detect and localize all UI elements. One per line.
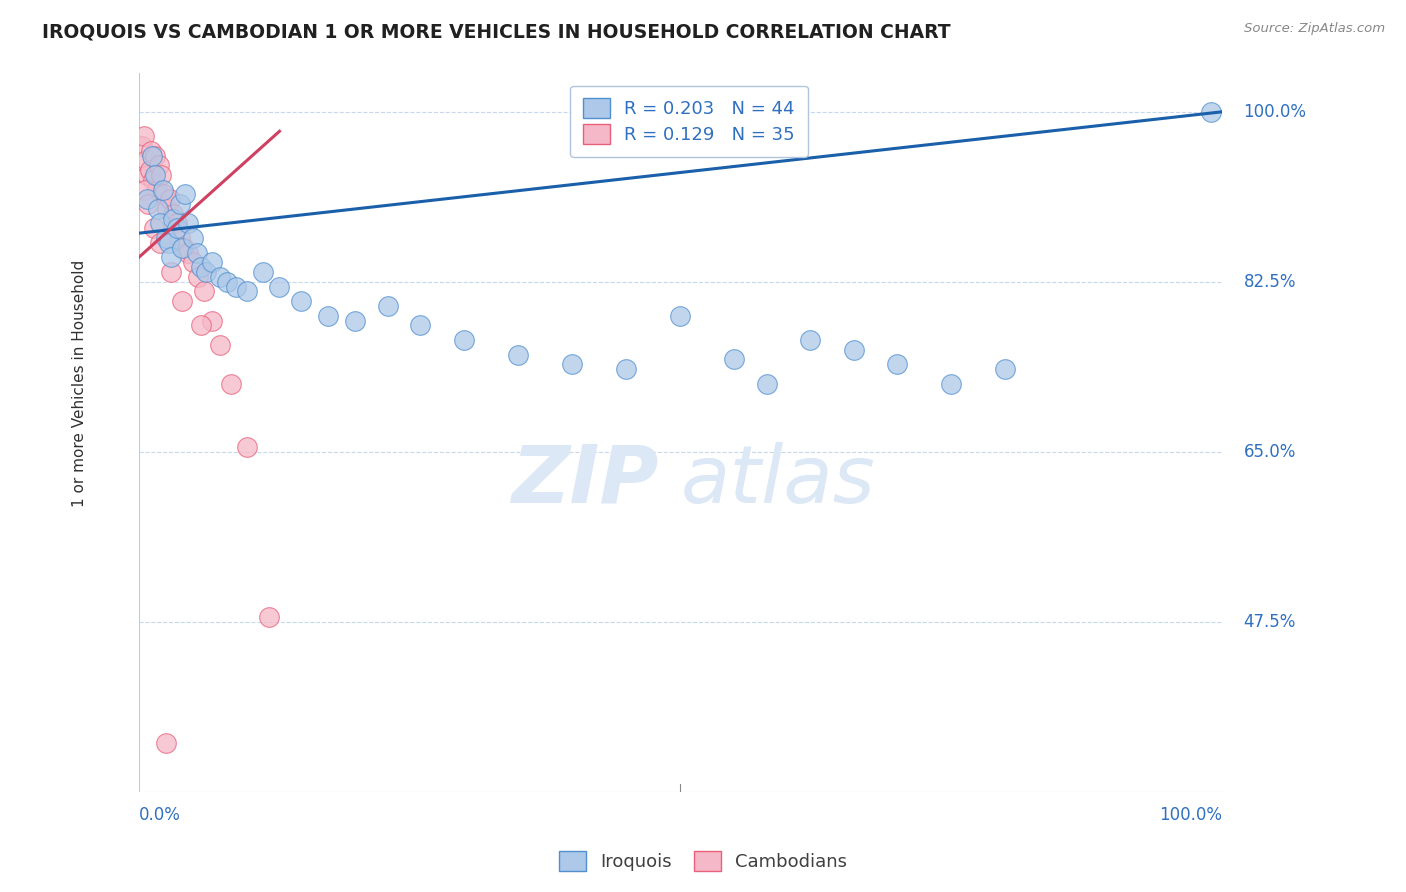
Point bbox=[146, 182, 169, 196]
Point bbox=[170, 294, 193, 309]
Point bbox=[186, 245, 208, 260]
Point bbox=[152, 187, 174, 202]
Point bbox=[316, 309, 339, 323]
Point bbox=[142, 221, 165, 235]
Point bbox=[269, 279, 291, 293]
Point bbox=[201, 255, 224, 269]
Point bbox=[344, 313, 367, 327]
Point bbox=[193, 285, 215, 299]
Point bbox=[162, 211, 184, 226]
Point bbox=[290, 294, 312, 309]
Point bbox=[169, 197, 191, 211]
Point bbox=[150, 168, 173, 182]
Point bbox=[377, 299, 399, 313]
Point bbox=[939, 376, 962, 391]
Point bbox=[994, 362, 1017, 376]
Point bbox=[156, 202, 179, 216]
Point bbox=[252, 265, 274, 279]
Point bbox=[166, 217, 188, 231]
Point bbox=[138, 197, 160, 211]
Point bbox=[219, 376, 242, 391]
Point bbox=[134, 182, 156, 196]
Point bbox=[139, 144, 162, 158]
Point bbox=[177, 245, 200, 260]
Point bbox=[257, 609, 280, 624]
Point bbox=[842, 343, 865, 357]
Text: ZIP: ZIP bbox=[512, 442, 658, 520]
Point bbox=[181, 255, 204, 269]
Point bbox=[159, 192, 181, 206]
Point bbox=[453, 333, 475, 347]
Point bbox=[131, 138, 153, 153]
Point bbox=[194, 265, 217, 279]
Point bbox=[149, 217, 172, 231]
Point bbox=[506, 348, 529, 362]
Point bbox=[141, 148, 163, 162]
Point bbox=[217, 275, 239, 289]
Point bbox=[152, 182, 174, 196]
Text: atlas: atlas bbox=[681, 442, 875, 520]
Text: 82.5%: 82.5% bbox=[1243, 273, 1296, 291]
Point bbox=[190, 260, 212, 275]
Point bbox=[143, 168, 166, 182]
Point bbox=[174, 187, 197, 202]
Point bbox=[190, 318, 212, 333]
Point bbox=[160, 251, 183, 265]
Point bbox=[162, 207, 184, 221]
Point bbox=[155, 736, 177, 750]
Text: 47.5%: 47.5% bbox=[1243, 613, 1296, 631]
Point bbox=[236, 440, 259, 454]
Point bbox=[181, 231, 204, 245]
Point bbox=[886, 357, 908, 371]
Point bbox=[136, 168, 159, 182]
Point bbox=[201, 313, 224, 327]
Point bbox=[143, 148, 166, 162]
Point bbox=[149, 235, 172, 250]
Point bbox=[132, 129, 155, 144]
Point bbox=[173, 241, 195, 255]
Point bbox=[409, 318, 432, 333]
Text: 65.0%: 65.0% bbox=[1243, 442, 1296, 460]
Point bbox=[169, 231, 191, 245]
Point bbox=[148, 158, 170, 172]
Text: IROQUOIS VS CAMBODIAN 1 OR MORE VEHICLES IN HOUSEHOLD CORRELATION CHART: IROQUOIS VS CAMBODIAN 1 OR MORE VEHICLES… bbox=[42, 22, 950, 41]
Point bbox=[136, 192, 159, 206]
Text: 1 or more Vehicles in Household: 1 or more Vehicles in Household bbox=[72, 260, 87, 508]
Point bbox=[166, 221, 188, 235]
Point bbox=[208, 338, 231, 352]
Point bbox=[155, 231, 177, 245]
Point bbox=[723, 352, 745, 367]
Legend: R = 0.203   N = 44, R = 0.129   N = 35: R = 0.203 N = 44, R = 0.129 N = 35 bbox=[571, 86, 807, 157]
Point bbox=[755, 376, 778, 391]
Text: 100.0%: 100.0% bbox=[1159, 806, 1222, 824]
Point bbox=[208, 269, 231, 284]
Point bbox=[146, 202, 169, 216]
Point bbox=[135, 153, 157, 168]
Point bbox=[177, 217, 200, 231]
Point bbox=[614, 362, 637, 376]
Point bbox=[669, 309, 692, 323]
Point bbox=[187, 269, 209, 284]
Text: 0.0%: 0.0% bbox=[139, 806, 180, 824]
Legend: Iroquois, Cambodians: Iroquois, Cambodians bbox=[551, 844, 855, 879]
Point bbox=[236, 285, 259, 299]
Point bbox=[799, 333, 821, 347]
Point bbox=[138, 163, 160, 178]
Text: Source: ZipAtlas.com: Source: ZipAtlas.com bbox=[1244, 22, 1385, 36]
Point bbox=[157, 235, 180, 250]
Text: 100.0%: 100.0% bbox=[1243, 103, 1306, 120]
Point bbox=[142, 173, 165, 187]
Point bbox=[170, 241, 193, 255]
Point bbox=[160, 265, 183, 279]
Point bbox=[561, 357, 583, 371]
Point bbox=[1199, 104, 1222, 119]
Point bbox=[225, 279, 247, 293]
